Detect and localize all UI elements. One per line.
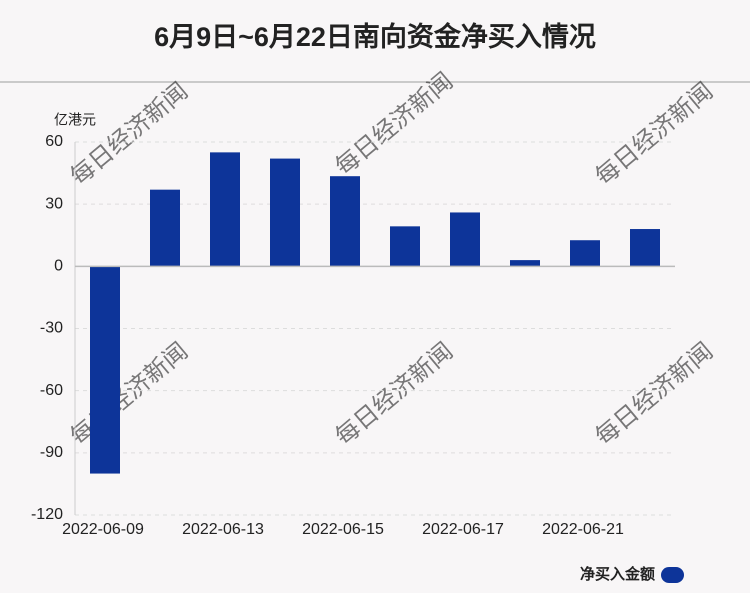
bar xyxy=(90,266,120,474)
y-tick-label: -30 xyxy=(40,320,63,337)
bar xyxy=(210,152,240,267)
y-tick-label: 0 xyxy=(54,258,63,275)
legend-swatch xyxy=(661,567,684,583)
y-tick-label: -90 xyxy=(40,444,63,461)
chart-title: 6月9日~6月22日南向资金净买入情况 xyxy=(154,21,596,52)
x-tick-label: 2022-06-09 xyxy=(62,521,144,538)
y-tick-label: 30 xyxy=(45,195,63,212)
y-tick-label: 60 xyxy=(45,133,63,150)
bar xyxy=(510,260,540,267)
bar xyxy=(570,240,600,267)
y-tick-label: -60 xyxy=(40,382,63,399)
x-tick-label: 2022-06-21 xyxy=(542,521,624,538)
bar xyxy=(270,158,300,267)
y-tick-label: -120 xyxy=(31,506,63,523)
bar xyxy=(330,176,360,267)
bar xyxy=(450,212,480,267)
x-tick-label: 2022-06-15 xyxy=(302,521,384,538)
x-tick-label: 2022-06-13 xyxy=(182,521,264,538)
bar xyxy=(390,226,420,267)
bar xyxy=(150,189,180,267)
legend-label: 净买入金额 xyxy=(580,565,655,583)
bar xyxy=(630,229,660,267)
y-axis-label: 亿港元 xyxy=(54,112,96,128)
x-tick-label: 2022-06-17 xyxy=(422,521,504,538)
